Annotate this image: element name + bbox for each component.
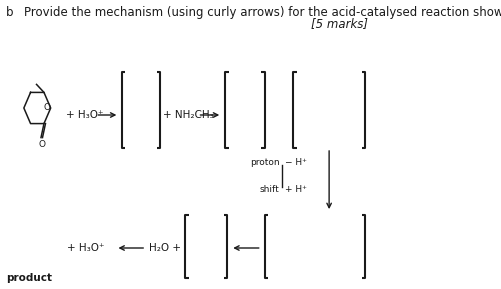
Text: O: O <box>38 140 45 149</box>
Text: shift: shift <box>260 185 280 194</box>
Text: + H₃O⁺: + H₃O⁺ <box>67 243 105 253</box>
Text: b: b <box>6 6 14 19</box>
Text: + H⁺: + H⁺ <box>285 185 307 194</box>
Text: O: O <box>44 103 51 112</box>
Text: proton: proton <box>250 158 280 167</box>
Text: [5 marks]: [5 marks] <box>311 17 368 30</box>
Text: + H₃O⁺: + H₃O⁺ <box>66 110 104 120</box>
Text: − H⁺: − H⁺ <box>285 158 307 167</box>
Text: H₂O +: H₂O + <box>149 243 181 253</box>
Text: + NH₂CH₃: + NH₂CH₃ <box>163 110 214 120</box>
Text: Provide the mechanism (using curly arrows) for the acid-catalysed reaction shown: Provide the mechanism (using curly arrow… <box>24 6 501 19</box>
Text: product: product <box>6 273 52 283</box>
